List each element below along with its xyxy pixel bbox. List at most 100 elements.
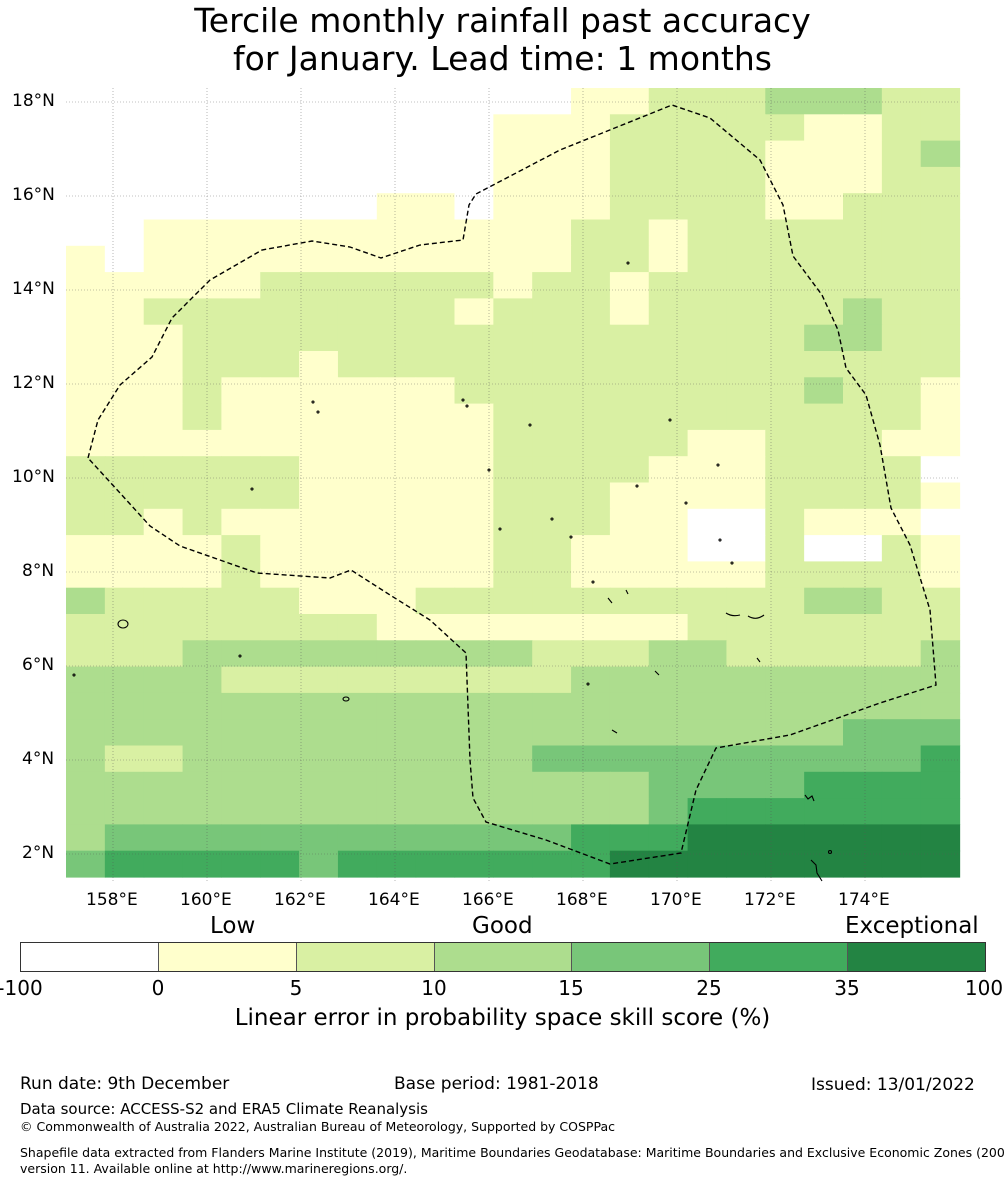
skill-cell — [104, 377, 145, 405]
skill-cell — [337, 614, 378, 641]
skill-cell — [765, 640, 805, 668]
skill-cell — [221, 798, 261, 825]
skill-cell — [143, 456, 184, 484]
skill-cell — [299, 351, 339, 378]
colorbar-tick: 15 — [558, 976, 584, 1000]
skill-cell — [804, 114, 844, 142]
skill-cell — [376, 482, 417, 510]
skill-cell — [260, 219, 300, 247]
skill-cell — [493, 561, 533, 589]
skill-cell — [571, 798, 611, 825]
skill-cell — [182, 692, 222, 720]
skill-cell — [415, 561, 456, 589]
skill-cell — [337, 824, 378, 852]
skill-cell — [454, 166, 494, 194]
skill-cell — [609, 245, 650, 273]
skill-cell — [493, 193, 533, 221]
skill-cell — [765, 88, 805, 115]
skill-cell — [66, 219, 106, 247]
skill-cell — [648, 88, 689, 115]
skill-cell — [726, 456, 766, 484]
skill-cell — [376, 719, 417, 747]
skill-cell — [143, 508, 184, 536]
skill-cell — [920, 429, 961, 457]
skill-cell — [493, 140, 533, 168]
skill-cell — [765, 508, 805, 536]
skill-cell — [66, 88, 106, 115]
skill-cell — [765, 193, 805, 221]
skill-cell — [765, 535, 805, 562]
skill-cell — [532, 640, 572, 668]
skill-cell — [687, 745, 728, 773]
skill-cell — [66, 140, 106, 168]
skill-cell — [843, 114, 883, 142]
skill-cell — [260, 666, 300, 694]
skill-cell — [415, 640, 456, 668]
skill-cell — [376, 272, 417, 299]
skill-cell — [532, 324, 572, 352]
skill-cell — [765, 587, 805, 615]
skill-cell — [687, 561, 728, 589]
skill-cell — [493, 508, 533, 536]
skill-cell — [454, 666, 494, 694]
skill-cell — [765, 719, 805, 747]
skill-cell — [648, 351, 689, 378]
skill-cell — [493, 429, 533, 457]
skill-cell — [415, 692, 456, 720]
skill-cell — [376, 114, 417, 142]
skill-cell — [881, 850, 922, 878]
skill-cell — [843, 508, 883, 536]
skill-cell — [66, 272, 106, 299]
skill-cell — [881, 219, 922, 247]
skill-cell — [454, 745, 494, 773]
lat-label-18n: 18°N — [12, 91, 55, 111]
skill-cell — [415, 614, 456, 641]
skill-cell — [454, 824, 494, 852]
skill-cell — [920, 587, 961, 615]
skill-cell — [726, 140, 766, 168]
skill-cell — [299, 771, 339, 799]
skill-cell — [415, 88, 456, 115]
colorbar — [20, 942, 986, 972]
skill-cell — [571, 719, 611, 747]
skill-cell — [881, 692, 922, 720]
skill-cell — [260, 614, 300, 641]
skill-cell — [415, 482, 456, 510]
skill-cell — [687, 272, 728, 299]
skill-cell — [571, 535, 611, 562]
skill-cell — [260, 166, 300, 194]
skill-cell — [299, 298, 339, 326]
skill-cell — [415, 745, 456, 773]
skill-cell — [376, 245, 417, 273]
skill-cell — [415, 719, 456, 747]
skill-cell — [609, 771, 650, 799]
skill-cell — [66, 508, 106, 536]
skill-cell — [221, 403, 261, 431]
colorbar-segment — [296, 943, 435, 971]
skill-cell — [648, 429, 689, 457]
skill-cell — [221, 719, 261, 747]
skill-cell — [881, 614, 922, 641]
skill-cell — [104, 587, 145, 615]
skill-cell — [337, 456, 378, 484]
skill-cell — [765, 272, 805, 299]
skill-cell — [182, 561, 222, 589]
skill-cell — [648, 482, 689, 510]
skill-cell — [687, 377, 728, 405]
skill-cell — [920, 245, 961, 273]
skill-cell — [726, 245, 766, 273]
skill-cell — [609, 140, 650, 168]
skill-cell — [104, 140, 145, 168]
skill-cell — [571, 88, 611, 115]
skill-cell — [687, 614, 728, 641]
skill-cell — [920, 771, 961, 799]
skill-cell — [687, 298, 728, 326]
skill-cell — [260, 850, 300, 878]
skill-cell — [221, 614, 261, 641]
legend-category-good: Good — [472, 913, 533, 939]
skill-grid-cells — [66, 88, 961, 878]
skill-cell — [532, 482, 572, 510]
skill-cell — [726, 719, 766, 747]
skill-cell — [571, 824, 611, 852]
skill-cell — [182, 245, 222, 273]
